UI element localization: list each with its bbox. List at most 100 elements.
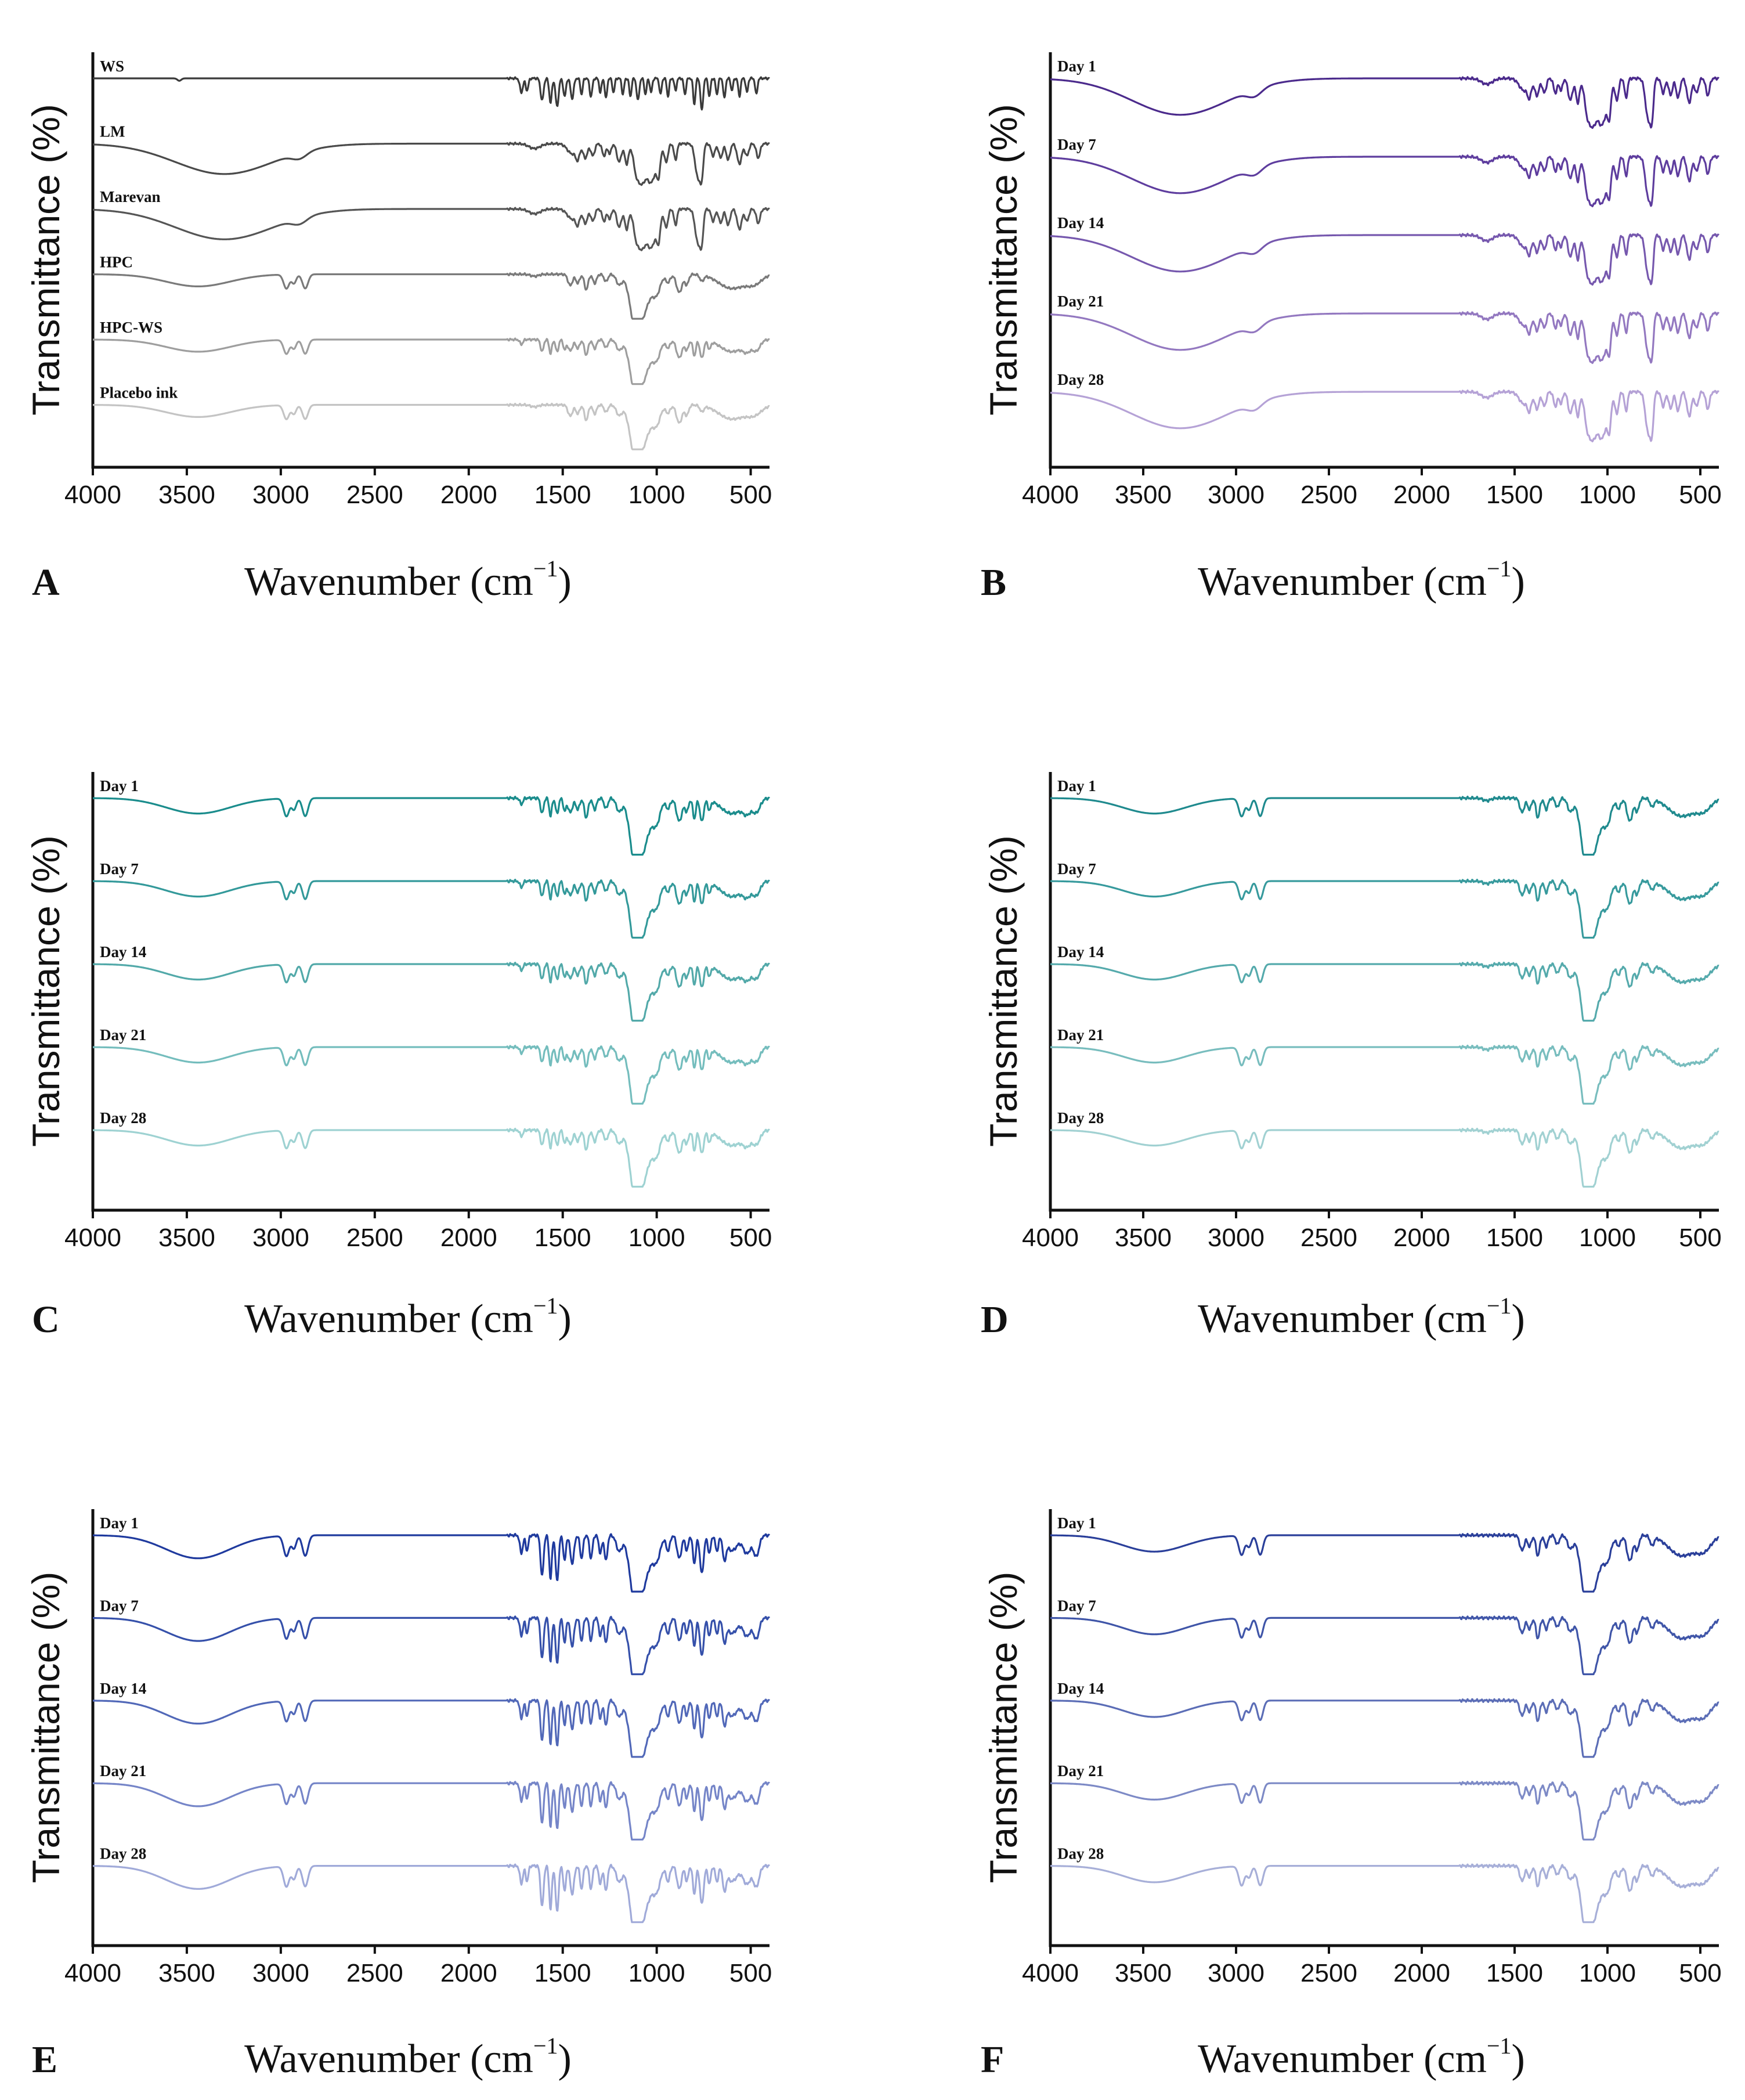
x-axis-label: Wavenumber (cm−1) bbox=[1198, 2033, 1525, 2081]
x-axis-label-superscript: −1 bbox=[533, 2033, 558, 2059]
series-line bbox=[1050, 311, 1719, 365]
series-label: Day 28 bbox=[1057, 1109, 1104, 1127]
x-tick-label: 2500 bbox=[1300, 1959, 1357, 1987]
x-tick-label: 1000 bbox=[628, 481, 685, 509]
series-line bbox=[92, 879, 770, 939]
series-label: Day 28 bbox=[100, 1845, 146, 1863]
x-tick-label: 1000 bbox=[628, 1224, 685, 1252]
series-line bbox=[92, 76, 770, 111]
x-tick-label: 3500 bbox=[1115, 1224, 1172, 1252]
x-tick-label: 2000 bbox=[440, 481, 497, 509]
series-line bbox=[92, 1698, 771, 1758]
x-tick-label: 4000 bbox=[1022, 1959, 1079, 1987]
series-label: Day 21 bbox=[1057, 293, 1104, 310]
series-label: Placebo ink bbox=[100, 384, 178, 402]
x-tick-label: 500 bbox=[729, 1959, 772, 1987]
x-tick-label: 4000 bbox=[64, 481, 121, 509]
series-label: WS bbox=[100, 57, 124, 75]
series-line bbox=[1050, 1863, 1719, 1924]
series-line bbox=[92, 1045, 770, 1105]
panel-b: 4000 3500 3000 2500 2000 1500 1000 500 Transmitt… bbox=[981, 52, 1722, 604]
x-tick-label: 3500 bbox=[158, 1959, 215, 1987]
x-tick-label: 500 bbox=[729, 481, 772, 509]
panel-letter: A bbox=[32, 561, 60, 604]
x-tick-label: 500 bbox=[1679, 1224, 1721, 1252]
series-line bbox=[1050, 76, 1719, 129]
series-label: HPC-WS bbox=[100, 319, 162, 336]
x-tick-label: 2000 bbox=[440, 1224, 497, 1252]
series-line bbox=[92, 1533, 771, 1593]
x-tick-label: 1500 bbox=[534, 1224, 591, 1252]
x-tick-label: 1000 bbox=[1579, 1224, 1636, 1252]
x-tick-label: 3000 bbox=[1208, 481, 1265, 509]
x-tick-label: 1500 bbox=[1486, 1224, 1543, 1252]
series-label: Day 7 bbox=[100, 860, 139, 878]
panel-d: 4000 3500 3000 2500 2000 1500 1000 500 Transmitt… bbox=[981, 772, 1722, 1341]
x-tick-label: 3000 bbox=[252, 1959, 309, 1987]
x-tick-label: 3000 bbox=[252, 1224, 309, 1252]
series-label: Day 7 bbox=[1057, 860, 1096, 878]
series-line bbox=[1050, 233, 1719, 286]
x-tick-label: 2000 bbox=[1393, 1224, 1450, 1252]
x-tick-label: 3500 bbox=[1115, 481, 1172, 509]
series-label: Day 7 bbox=[1057, 136, 1096, 153]
series-line bbox=[1050, 961, 1719, 1022]
series-line bbox=[92, 962, 770, 1022]
series-line bbox=[1050, 389, 1719, 443]
x-tick-label: 1500 bbox=[1486, 481, 1543, 509]
x-axis-label: Wavenumber (cm−1) bbox=[1198, 555, 1525, 604]
series-label: Day 14 bbox=[100, 1680, 146, 1697]
series-label: Day 21 bbox=[100, 1026, 146, 1044]
panel-e: 4000 3500 3000 2500 2000 1500 1000 500 Transmitt… bbox=[24, 1509, 772, 2081]
x-tick-label: 1000 bbox=[1579, 481, 1636, 509]
series-line bbox=[1050, 1044, 1719, 1105]
x-tick-label: 4000 bbox=[1022, 1224, 1079, 1252]
x-axis-label: Wavenumber (cm−1) bbox=[244, 1293, 572, 1341]
x-tick-label: 500 bbox=[1679, 481, 1721, 509]
y-axis-label: Transmittance (%) bbox=[982, 1572, 1025, 1883]
x-axis-label: Wavenumber (cm−1) bbox=[1198, 1293, 1525, 1341]
series-label: Day 14 bbox=[100, 943, 146, 961]
series-label: Day 28 bbox=[1057, 1845, 1104, 1863]
panel-letter: F bbox=[981, 2038, 1004, 2081]
series-line bbox=[92, 207, 770, 251]
x-tick-label: 1500 bbox=[1486, 1959, 1543, 1987]
series-line bbox=[92, 1615, 771, 1676]
series-label: Day 1 bbox=[1057, 777, 1096, 795]
series-label: Marevan bbox=[100, 188, 160, 205]
x-tick-label: 3500 bbox=[158, 481, 215, 509]
series-line bbox=[1050, 154, 1719, 208]
x-tick-label: 1000 bbox=[628, 1959, 685, 1987]
series-label: Day 1 bbox=[1057, 1514, 1096, 1532]
series-line bbox=[1050, 1615, 1719, 1676]
axes bbox=[1049, 772, 1719, 1212]
x-tick-label: 2000 bbox=[1393, 481, 1450, 509]
series-line bbox=[1050, 795, 1719, 856]
series-label: Day 21 bbox=[100, 1762, 146, 1780]
series-line bbox=[92, 272, 770, 320]
x-tick-label: 1500 bbox=[534, 1959, 591, 1987]
panel-a: 4000 3500 3000 2500 2000 1500 1000 500 Transmitt… bbox=[24, 52, 772, 604]
panel-c: 4000 3500 3000 2500 2000 1500 1000 500 Transmitt… bbox=[24, 772, 772, 1341]
x-axis-label-superscript: −1 bbox=[1487, 555, 1512, 582]
series-line bbox=[92, 1863, 771, 1924]
y-axis-label: Transmittance (%) bbox=[24, 835, 67, 1147]
x-tick-label: 4000 bbox=[64, 1959, 121, 1987]
panel-f: 4000 3500 3000 2500 2000 1500 1000 500 Transmitt… bbox=[981, 1509, 1722, 2081]
x-axis-label-superscript: −1 bbox=[1487, 2033, 1512, 2059]
x-tick-label: 2500 bbox=[1300, 1224, 1357, 1252]
y-axis-label: Transmittance (%) bbox=[982, 104, 1025, 416]
series-line bbox=[92, 1781, 771, 1841]
series-line bbox=[92, 141, 770, 186]
panel-letter: E bbox=[32, 2038, 57, 2081]
series-label: Day 1 bbox=[100, 777, 139, 795]
x-tick-label: 4000 bbox=[64, 1224, 121, 1252]
x-axis-label-superscript: −1 bbox=[533, 555, 558, 582]
x-tick-label: 1500 bbox=[534, 481, 591, 509]
y-axis-label: Transmittance (%) bbox=[982, 835, 1025, 1147]
series-line bbox=[92, 337, 770, 385]
series-line bbox=[1050, 1532, 1719, 1593]
series-label: Day 28 bbox=[1057, 371, 1104, 388]
x-tick-label: 1000 bbox=[1579, 1959, 1636, 1987]
x-tick-label: 2500 bbox=[346, 1959, 403, 1987]
